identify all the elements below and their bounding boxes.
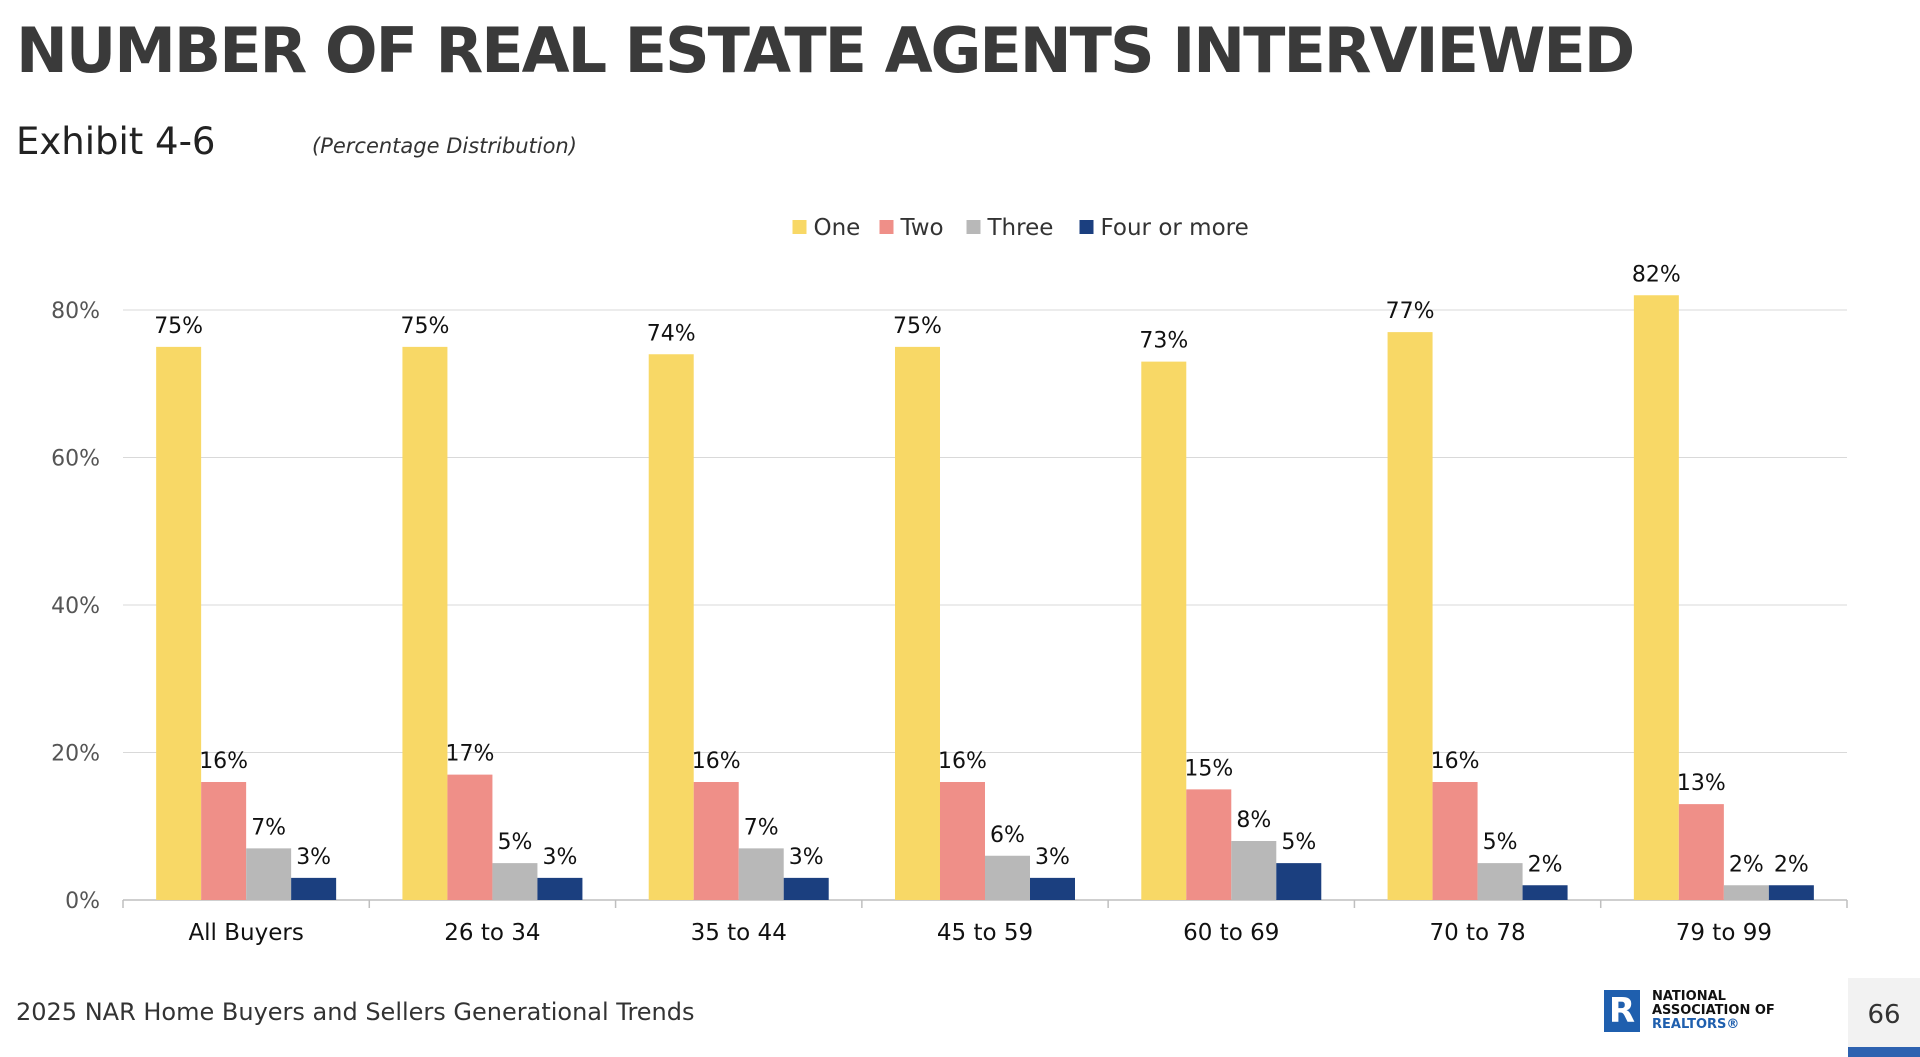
bar (783, 877, 829, 900)
logo-line-2: ASSOCIATION OF (1652, 1003, 1775, 1018)
bar (1276, 863, 1322, 900)
exhibit-label: Exhibit 4-6 (16, 120, 216, 163)
footer-source: 2025 NAR Home Buyers and Sellers Generat… (16, 998, 695, 1026)
bar (648, 354, 694, 900)
bar (1141, 361, 1187, 900)
y-tick-label: 80% (51, 299, 100, 324)
data-label: 2% (1528, 852, 1563, 877)
bar (201, 782, 247, 900)
bar (1633, 295, 1679, 900)
data-label: 16% (1431, 749, 1480, 774)
y-tick-label: 60% (51, 447, 100, 472)
bar (1723, 885, 1769, 900)
bar (1030, 877, 1075, 900)
bar (1231, 841, 1277, 900)
data-label: 16% (692, 749, 741, 774)
bar (1678, 804, 1724, 900)
data-label: 3% (789, 845, 824, 870)
data-label: 77% (1386, 299, 1435, 324)
page-number: 66 (1867, 1000, 1901, 1030)
data-label: 7% (251, 815, 286, 840)
legend-label: Two (900, 215, 944, 241)
x-tick-label: 45 to 59 (937, 920, 1033, 946)
y-tick-label: 0% (65, 889, 100, 914)
x-tick-label: 26 to 34 (444, 920, 540, 946)
data-label: 7% (744, 815, 779, 840)
legend-label: One (814, 215, 861, 241)
data-label: 5% (1281, 830, 1316, 855)
data-label: 8% (1236, 808, 1271, 833)
data-label: 75% (400, 314, 449, 339)
data-label: 73% (1139, 329, 1188, 354)
data-label: 16% (199, 749, 248, 774)
bar (402, 346, 448, 900)
data-label: 74% (647, 321, 696, 346)
bar (985, 855, 1030, 900)
bar (537, 877, 583, 900)
data-label: 16% (938, 749, 987, 774)
nar-logo: R NATIONAL ASSOCIATION OF REALTORS® (1604, 988, 1804, 1038)
logo-line-1: NATIONAL (1652, 989, 1726, 1004)
x-tick-label: 70 to 78 (1429, 920, 1525, 946)
y-tick-label: 20% (51, 742, 100, 767)
data-label: 2% (1774, 852, 1809, 877)
data-label: 75% (154, 314, 203, 339)
legend-swatch (879, 220, 894, 234)
bar (246, 848, 292, 900)
bar-chart: 0% 20% 40% 60% 80% 75% 16% 7% 3% All Buyers 75% 17%… (51, 215, 1848, 946)
legend-label: Four or more (1101, 215, 1249, 241)
data-label: 17% (445, 742, 494, 767)
x-tick-label: 35 to 44 (691, 920, 787, 946)
legend-swatch (1079, 220, 1094, 234)
legend-label: Three (987, 215, 1054, 241)
y-tick-label: 40% (51, 594, 100, 619)
chart-subtitle: (Percentage Distribution) (312, 134, 577, 158)
data-label: 3% (296, 845, 331, 870)
data-label: 75% (893, 314, 942, 339)
logo-line-3: REALTORS® (1652, 1017, 1740, 1032)
bar (1768, 885, 1814, 900)
bar (1522, 885, 1568, 900)
bar (1477, 863, 1523, 900)
bar (156, 346, 202, 900)
data-label: 13% (1677, 771, 1726, 796)
x-tick-label: All Buyers (188, 920, 303, 946)
legend-swatch (966, 220, 981, 234)
bar (1186, 789, 1232, 900)
bar (738, 848, 784, 900)
page-number-box: 66 (1848, 978, 1920, 1057)
bar (940, 782, 985, 900)
data-label: 82% (1632, 262, 1681, 287)
data-label: 2% (1729, 852, 1764, 877)
bar (492, 863, 538, 900)
bar (1387, 332, 1433, 900)
page-accent-bar (1848, 1047, 1920, 1057)
legend-swatch (792, 220, 807, 234)
bar (291, 877, 337, 900)
realtor-r-icon: R (1604, 990, 1640, 1032)
data-label: 5% (497, 830, 532, 855)
data-label: 6% (990, 823, 1025, 848)
bar (1432, 782, 1478, 900)
bar (895, 346, 940, 900)
x-tick-label: 79 to 99 (1676, 920, 1772, 946)
data-label: 15% (1184, 756, 1233, 781)
x-tick-label: 60 to 69 (1183, 920, 1279, 946)
page-title: NUMBER OF REAL ESTATE AGENTS INTERVIEWED (16, 14, 1635, 87)
data-label: 3% (542, 845, 577, 870)
data-label: 3% (1035, 845, 1070, 870)
bar (447, 774, 493, 900)
data-label: 5% (1483, 830, 1518, 855)
bar (693, 782, 739, 900)
